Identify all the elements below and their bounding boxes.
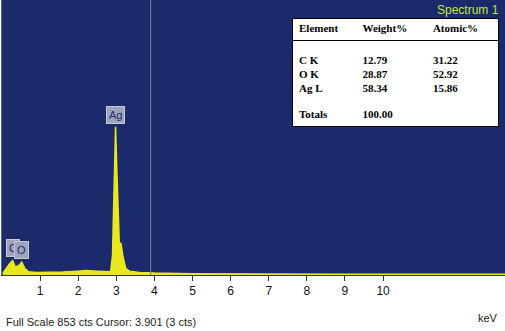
svg-text:Spectrum 1: Spectrum 1 (437, 3, 499, 17)
svg-text:8: 8 (304, 284, 311, 298)
html-text:Weight%: Weight% (362, 22, 408, 34)
svg-text:10: 10 (376, 284, 390, 298)
svg-text:Full Scale 853 cts Cursor: 3.9: Full Scale 853 cts Cursor: 3.901 (3 cts) (6, 316, 196, 328)
html-text:Element: Element (299, 22, 339, 34)
svg-text:2: 2 (75, 284, 82, 298)
svg-text:5: 5 (189, 284, 196, 298)
svg-text:6: 6 (227, 284, 234, 298)
svg-text:3: 3 (113, 284, 120, 298)
svg-text:7: 7 (265, 284, 272, 298)
html-text:Totals: Totals (299, 108, 328, 120)
html-text:Atomic%: Atomic% (432, 22, 479, 34)
svg-text:keV: keV (478, 312, 498, 324)
html-text:52.92: 52.92 (432, 68, 458, 80)
html-text:31.22: 31.22 (432, 54, 458, 66)
html-text:12.79: 12.79 (362, 54, 388, 66)
svg-text:4: 4 (151, 284, 158, 298)
html-text:100.00: 100.00 (362, 108, 393, 120)
svg-text:9: 9 (342, 284, 349, 298)
html-text:15.86: 15.86 (432, 82, 458, 94)
html-text:O K: O K (299, 68, 319, 80)
html-text:C K: C K (299, 54, 319, 66)
html-text:28.87: 28.87 (362, 68, 388, 80)
svg-text:Ag: Ag (109, 109, 122, 121)
html-text:58.34: 58.34 (362, 82, 388, 94)
html-text:Ag L: Ag L (299, 82, 323, 94)
svg-text:C: C (9, 242, 17, 254)
svg-text:O: O (17, 244, 26, 256)
svg-text:1: 1 (37, 284, 44, 298)
